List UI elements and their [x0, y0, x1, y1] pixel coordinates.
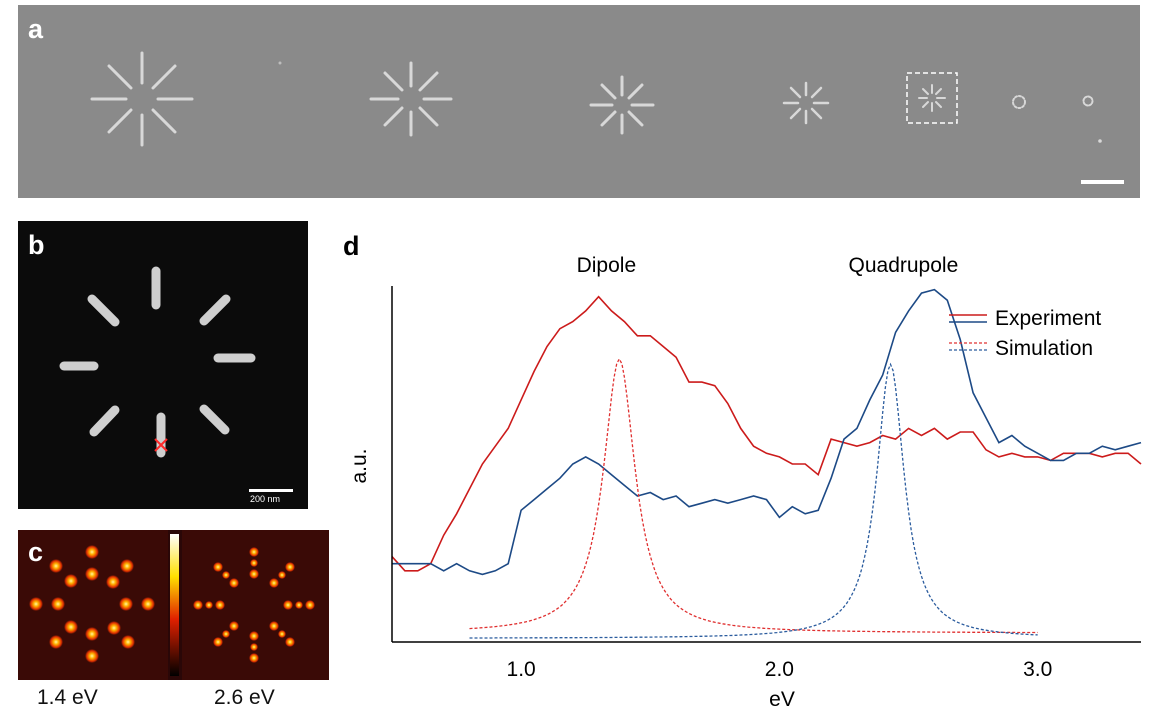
panel-letter-b: b — [28, 230, 45, 260]
x-tick-label: 1.0 — [507, 658, 536, 681]
peak-annotation: Dipole — [577, 254, 637, 277]
star-structure-6 — [1012, 95, 1026, 109]
map-caption-2: 2.6 eV — [214, 686, 275, 709]
series-layer — [391, 288, 1142, 639]
experiment-series-0 — [391, 295, 1142, 572]
nanorods — [59, 266, 256, 458]
sem-overview-image: a — [18, 5, 1140, 198]
experiment-series-1 — [392, 288, 1142, 576]
panel-letter-c: c — [28, 537, 44, 567]
x-tick-labels: 1.0 2.0 3.0 — [507, 658, 1053, 681]
selection-box — [906, 72, 958, 124]
scale-bar-label: 200 nm — [250, 494, 281, 504]
eels-maps: c — [18, 530, 329, 680]
map-caption-1: 1.4 eV — [37, 686, 98, 709]
panel-letter-a: a — [28, 14, 44, 44]
quadrupole-hotspots — [193, 547, 315, 663]
star-structure-5 — [918, 84, 946, 112]
panel-letter-d: d — [343, 231, 360, 261]
x-axis-label: eV — [769, 688, 795, 711]
eels-spectra-chart: 1.0 2.0 3.0 a.u. eV Dipole Quadrupole Exper… — [348, 254, 1142, 711]
simulation-series-2 — [469, 357, 1038, 634]
dipole-hotspots — [29, 545, 155, 663]
y-axis-label: a.u. — [348, 448, 371, 483]
legend-experiment: Experiment — [995, 307, 1101, 330]
star-structure-1 — [90, 51, 194, 147]
scale-bar — [1081, 180, 1124, 184]
star-structure-7 — [1082, 95, 1094, 107]
x-tick-label: 3.0 — [1023, 658, 1052, 681]
sem-overview-graphic — [90, 51, 1124, 184]
star-structure-4 — [782, 81, 830, 125]
debris-particle — [278, 61, 282, 65]
star-structure-2 — [369, 61, 453, 137]
peak-annotation: Quadrupole — [849, 254, 959, 277]
scale-bar — [249, 489, 293, 492]
legend-simulation: Simulation — [995, 337, 1093, 360]
x-tick-label: 2.0 — [765, 658, 794, 681]
legend: Experiment Simulation — [949, 307, 1101, 360]
peak-annotations: Dipole Quadrupole — [577, 254, 959, 277]
simulation-series-3 — [469, 362, 1038, 639]
star-structure-3 — [589, 75, 655, 135]
stem-graphic — [59, 266, 293, 492]
stem-image: b 200 nm — [18, 221, 308, 509]
colorbar — [170, 534, 179, 676]
eels-maps-graphic — [18, 530, 329, 680]
debris-particle — [1098, 139, 1102, 143]
beam-position-marker — [154, 438, 168, 452]
